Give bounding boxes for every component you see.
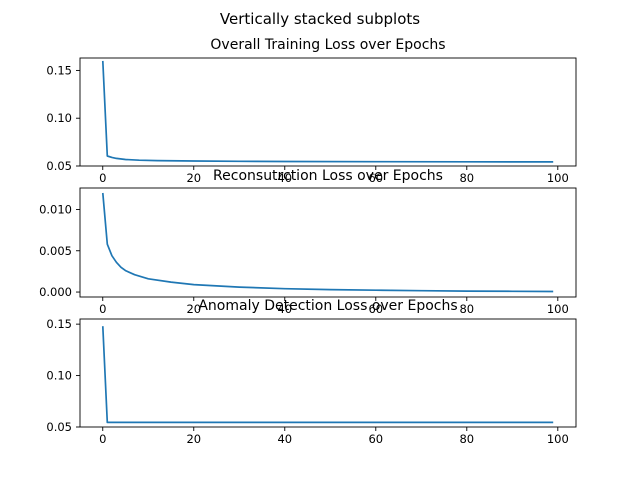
y-tick-label: 0.05 xyxy=(46,420,72,434)
figure-suptitle: Vertically stacked subplots xyxy=(220,10,420,28)
x-tick-label: 0 xyxy=(99,302,106,316)
y-tick-label: 0.005 xyxy=(39,244,72,258)
x-tick-label: 80 xyxy=(459,302,474,316)
series-layer xyxy=(101,60,554,163)
x-tick-label: 20 xyxy=(186,302,201,316)
plot-frame xyxy=(79,318,577,428)
plot-frame xyxy=(79,57,577,167)
series-layer xyxy=(101,326,554,424)
x-tick-label: 40 xyxy=(277,432,292,446)
y-tick-label: 0.10 xyxy=(46,369,72,383)
subplot-title: Overall Training Loss over Epochs xyxy=(210,37,445,53)
x-tick-label: 20 xyxy=(186,432,201,446)
x-tick-label: 60 xyxy=(368,432,383,446)
x-tick-label: 80 xyxy=(459,432,474,446)
y-tick-label: 0.10 xyxy=(46,111,72,125)
subplot-anomaly-detection-loss: 0 20 40 60 80 100 0.05 0.10 0.15 Anomaly Detecti… xyxy=(46,298,577,446)
x-tick-label: 100 xyxy=(547,432,569,446)
subplot-overall-training-loss: 0 20 40 60 80 100 0.05 0.10 0.15 Overall Trainin… xyxy=(46,37,577,185)
x-tick-label: 0 xyxy=(99,171,106,185)
tick-layer: 0 20 40 60 80 100 0.000 0.005 0.010 xyxy=(39,202,569,316)
series-layer xyxy=(101,192,554,293)
y-tick-label: 0.000 xyxy=(39,285,72,299)
series-line xyxy=(101,60,554,163)
subplot-title: Anomaly Detection Loss over Epochs xyxy=(198,298,457,314)
subplot-title: Reconsutrction Loss over Epochs xyxy=(213,168,443,184)
x-tick-label: 60 xyxy=(368,302,383,316)
series-line xyxy=(101,192,554,293)
x-tick-label: 20 xyxy=(186,171,201,185)
plot-frame xyxy=(79,187,577,298)
subplot-reconstruction-loss: 0 20 40 60 80 100 0.000 0.005 0.010 Reconsutrcti… xyxy=(39,168,577,316)
y-tick-label: 0.05 xyxy=(46,159,72,173)
y-tick-label: 0.15 xyxy=(46,317,72,331)
tick-layer: 0 20 40 60 80 100 0.05 0.10 0.15 xyxy=(46,63,568,185)
tick-layer: 0 20 40 60 80 100 0.05 0.10 0.15 xyxy=(46,317,568,446)
series-line xyxy=(101,326,554,424)
x-tick-label: 60 xyxy=(368,171,383,185)
x-tick-label: 100 xyxy=(547,302,569,316)
x-tick-label: 0 xyxy=(99,432,106,446)
y-tick-label: 0.15 xyxy=(46,63,72,77)
x-tick-label: 100 xyxy=(547,171,569,185)
x-tick-label: 40 xyxy=(277,302,292,316)
y-tick-label: 0.010 xyxy=(39,202,72,216)
x-tick-label: 80 xyxy=(459,171,474,185)
x-tick-label: 40 xyxy=(277,171,292,185)
